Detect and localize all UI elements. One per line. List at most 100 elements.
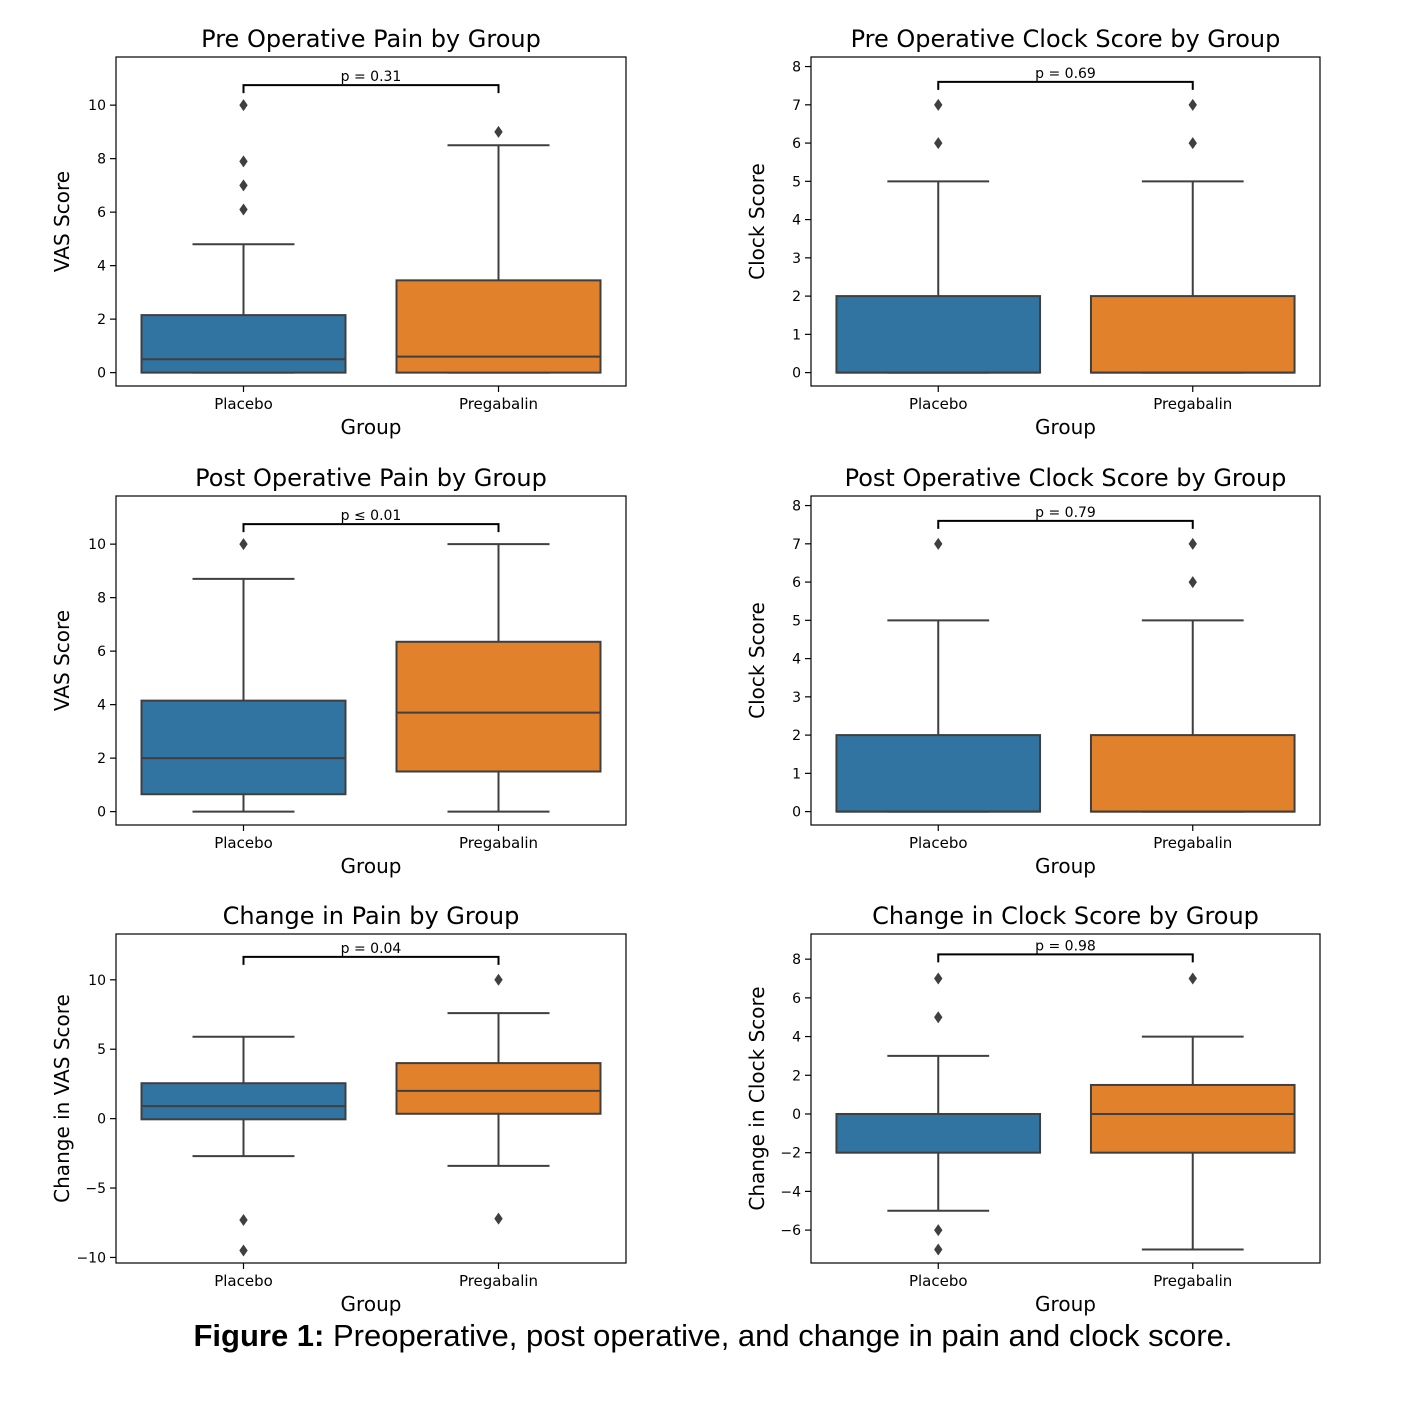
iqr-box [395, 1062, 602, 1115]
outlier-point [1188, 137, 1197, 150]
y-axis-label: Change in Clock Score [745, 986, 769, 1210]
outlier-point [1188, 98, 1197, 111]
outlier-point [494, 1212, 503, 1225]
y-tick-label: 10 [88, 973, 106, 989]
significance-bracket [937, 953, 1194, 963]
x-tick-label: Placebo [214, 834, 273, 852]
x-tick-label: Pregabalin [459, 1272, 538, 1290]
iqr-box [395, 640, 602, 773]
caption-label: Figure 1: [193, 1318, 325, 1353]
y-tick-label: 0 [97, 1112, 106, 1128]
y-tick-label: 4 [97, 259, 106, 275]
x-tick-label: Placebo [214, 395, 273, 413]
significance-bracket [937, 80, 1194, 90]
y-tick-label: −2 [780, 1146, 801, 1162]
y-tick-label: 4 [792, 213, 801, 229]
iqr-box [835, 734, 1042, 813]
y-axis-label: Clock Score [745, 163, 769, 280]
x-tick-label: Placebo [909, 1272, 968, 1290]
significance-bracket [242, 523, 500, 533]
outlier-point [239, 1213, 248, 1226]
y-tick-label: −5 [85, 1181, 106, 1197]
chart-6: Change in Clock Score by Group −6 −4 −2 0 2 4 6… [745, 902, 1321, 1316]
chart-2: Pre Operative Clock Score by Group 0 1 2 3 4 5… [745, 25, 1321, 439]
y-tick-label: 0 [97, 366, 106, 382]
significance-bracket [937, 519, 1194, 529]
iqr-box [1089, 295, 1296, 374]
x-tick-label: Pregabalin [459, 395, 538, 413]
y-tick-label: 2 [792, 289, 801, 305]
box-pregabalin [395, 973, 602, 1225]
chart-title: Post Operative Clock Score by Group [845, 464, 1287, 492]
p-value-label: p = 0.79 [1035, 505, 1096, 521]
plot-frame [115, 933, 627, 1264]
box-placebo [140, 538, 347, 813]
p-value-label: p = 0.31 [341, 69, 402, 85]
p-value-label: p = 0.98 [1035, 938, 1096, 954]
x-axis-label: Group [1035, 854, 1096, 878]
x-tick-label: Pregabalin [1153, 1272, 1232, 1290]
figure-caption: Figure 1: Preoperative, post operative, … [0, 1318, 1426, 1354]
y-tick-label: 2 [792, 728, 801, 744]
y-tick-label: 0 [792, 366, 801, 382]
iqr-box [1089, 1083, 1296, 1154]
box-placebo [835, 972, 1042, 1256]
chart-title: Change in Pain by Group [223, 902, 520, 930]
y-tick-label: 10 [88, 98, 106, 114]
y-tick-label: 8 [792, 499, 801, 515]
iqr-box [140, 1082, 347, 1121]
x-axis-label: Group [341, 1292, 402, 1316]
outlier-point [239, 179, 248, 192]
plot-frame [810, 56, 1321, 387]
y-tick-label: 5 [97, 1042, 106, 1058]
y-axis-label: Clock Score [745, 602, 769, 719]
x-axis-label: Group [1035, 1292, 1096, 1316]
y-tick-label: −10 [76, 1250, 106, 1266]
outlier-point [934, 1224, 943, 1237]
outlier-point [934, 972, 943, 985]
y-tick-label: 6 [97, 644, 106, 660]
x-tick-label: Placebo [909, 395, 968, 413]
x-axis-label: Group [341, 854, 402, 878]
y-tick-label: 3 [792, 690, 801, 706]
chart-1: Pre Operative Pain by Group 0 2 4 6 8 10 Placeb… [50, 25, 627, 439]
y-tick-label: 3 [792, 251, 801, 267]
y-axis-label: Change in VAS Score [50, 994, 74, 1203]
y-tick-label: 2 [792, 1068, 801, 1084]
y-tick-label: 4 [792, 1030, 801, 1046]
outlier-point [934, 537, 943, 550]
chart-3: Post Operative Pain by Group 0 2 4 6 8 10 Place… [50, 464, 627, 878]
iqr-box [835, 1112, 1042, 1154]
plot-frame [810, 933, 1321, 1264]
x-axis-label: Group [341, 415, 402, 439]
box-pregabalin [395, 543, 602, 813]
x-tick-label: Placebo [909, 834, 968, 852]
box-pregabalin [395, 125, 602, 374]
iqr-box [1089, 734, 1296, 813]
y-tick-label: 6 [97, 205, 106, 221]
y-tick-label: 2 [97, 312, 106, 328]
outlier-point [934, 1243, 943, 1256]
outlier-point [934, 98, 943, 111]
x-tick-label: Pregabalin [1153, 834, 1232, 852]
y-tick-label: 4 [97, 698, 106, 714]
y-tick-label: 10 [88, 537, 106, 553]
y-tick-label: 6 [792, 575, 801, 591]
y-axis-label: VAS Score [50, 610, 74, 711]
outlier-point [239, 538, 248, 551]
plot-frame [115, 56, 627, 387]
outlier-point [1188, 537, 1197, 550]
y-tick-label: 0 [792, 1107, 801, 1123]
outlier-point [1188, 972, 1197, 985]
y-tick-label: 8 [97, 152, 106, 168]
box-placebo [835, 537, 1042, 813]
x-tick-label: Placebo [214, 1272, 273, 1290]
iqr-box [140, 699, 347, 796]
p-value-label: p = 0.04 [341, 941, 402, 957]
outlier-point [934, 1011, 943, 1024]
box-placebo [140, 1035, 347, 1257]
figure-grid: Pre Operative Pain by Group 0 2 4 6 8 10 Placeb… [50, 25, 1321, 1316]
chart-title: Pre Operative Pain by Group [201, 25, 541, 53]
y-tick-label: 7 [792, 98, 801, 114]
y-tick-label: 7 [792, 537, 801, 553]
